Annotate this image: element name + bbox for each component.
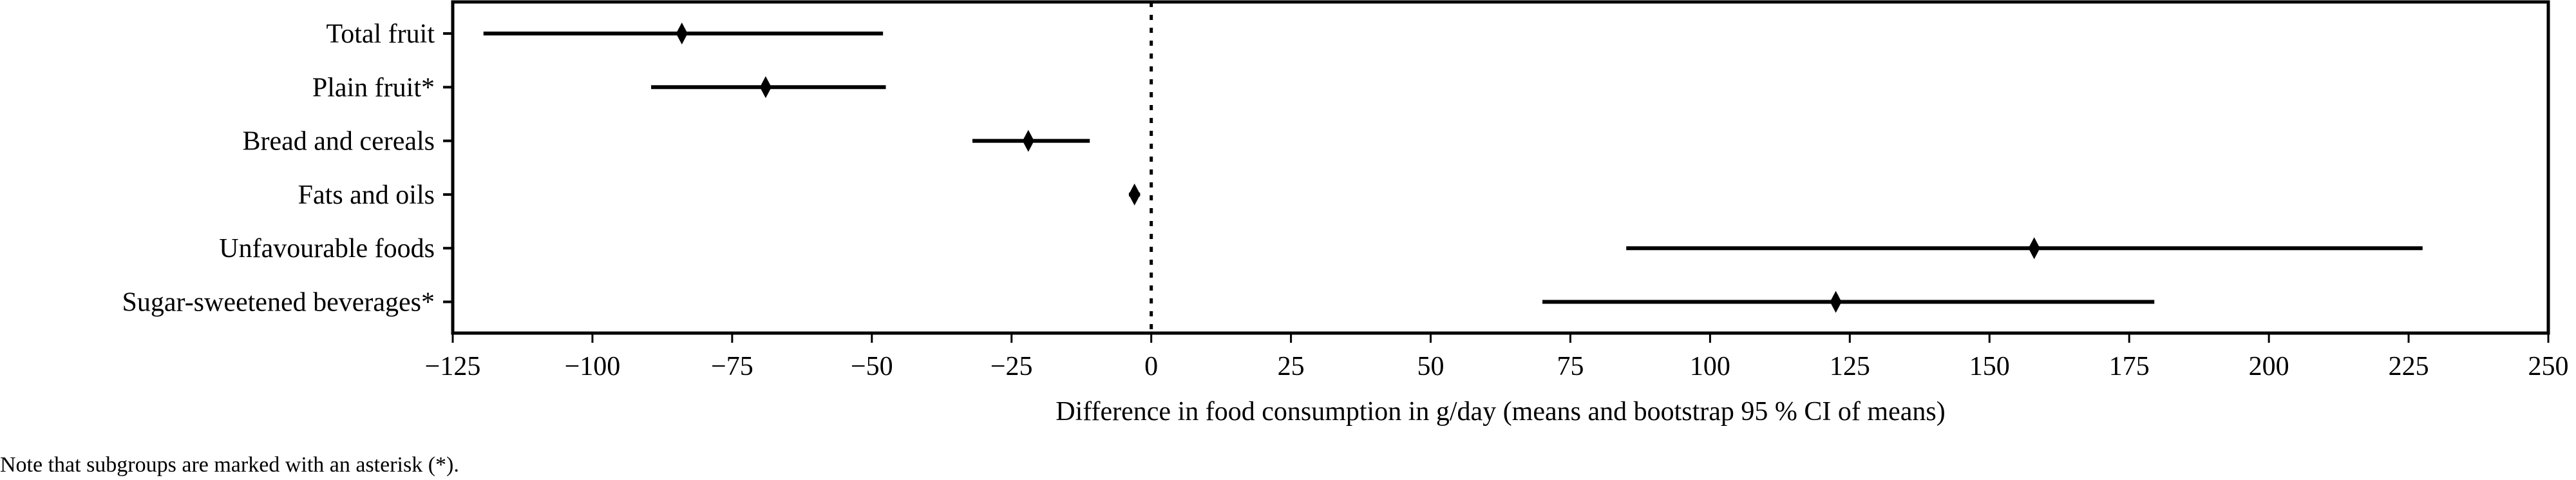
x-tick-label: 50 bbox=[1417, 352, 1444, 381]
x-tick-label: 175 bbox=[2109, 352, 2150, 381]
y-tick-label: Total fruit bbox=[326, 19, 435, 49]
x-tick-label: 150 bbox=[1969, 352, 2010, 381]
x-tick-label: 0 bbox=[1144, 352, 1158, 381]
y-tick-label: Plain fruit* bbox=[312, 73, 435, 102]
x-tick-label: 200 bbox=[2249, 352, 2289, 381]
y-tick-label: Fats and oils bbox=[298, 180, 435, 210]
x-tick-label: 250 bbox=[2528, 352, 2569, 381]
y-tick-label: Unfavourable foods bbox=[219, 234, 435, 264]
x-tick-label: −100 bbox=[565, 352, 621, 381]
mean-marker bbox=[759, 76, 772, 99]
y-tick-label: Sugar-sweetened beverages* bbox=[122, 288, 435, 318]
mean-marker bbox=[2028, 237, 2040, 260]
y-tick-label: Bread and cereals bbox=[243, 127, 435, 157]
x-tick-label: 75 bbox=[1557, 352, 1584, 381]
x-axis-label: Difference in food consumption in g/day … bbox=[1056, 397, 1945, 427]
x-tick-label: 25 bbox=[1278, 352, 1305, 381]
x-tick-label: −75 bbox=[711, 352, 753, 381]
x-tick-label: 125 bbox=[1830, 352, 1870, 381]
mean-marker bbox=[1830, 291, 1842, 313]
plot-frame bbox=[451, 0, 2550, 335]
mean-marker bbox=[676, 23, 688, 44]
x-tick-label: 225 bbox=[2389, 352, 2429, 381]
x-tick-label: −50 bbox=[851, 352, 893, 381]
x-tick-label: 100 bbox=[1690, 352, 1730, 381]
mean-marker bbox=[1022, 130, 1034, 152]
x-tick-label: −125 bbox=[425, 352, 481, 381]
footnote: Note that subgroups are marked with an a… bbox=[0, 453, 459, 477]
x-tick-label: −25 bbox=[990, 352, 1033, 381]
mean-marker bbox=[1128, 183, 1141, 206]
